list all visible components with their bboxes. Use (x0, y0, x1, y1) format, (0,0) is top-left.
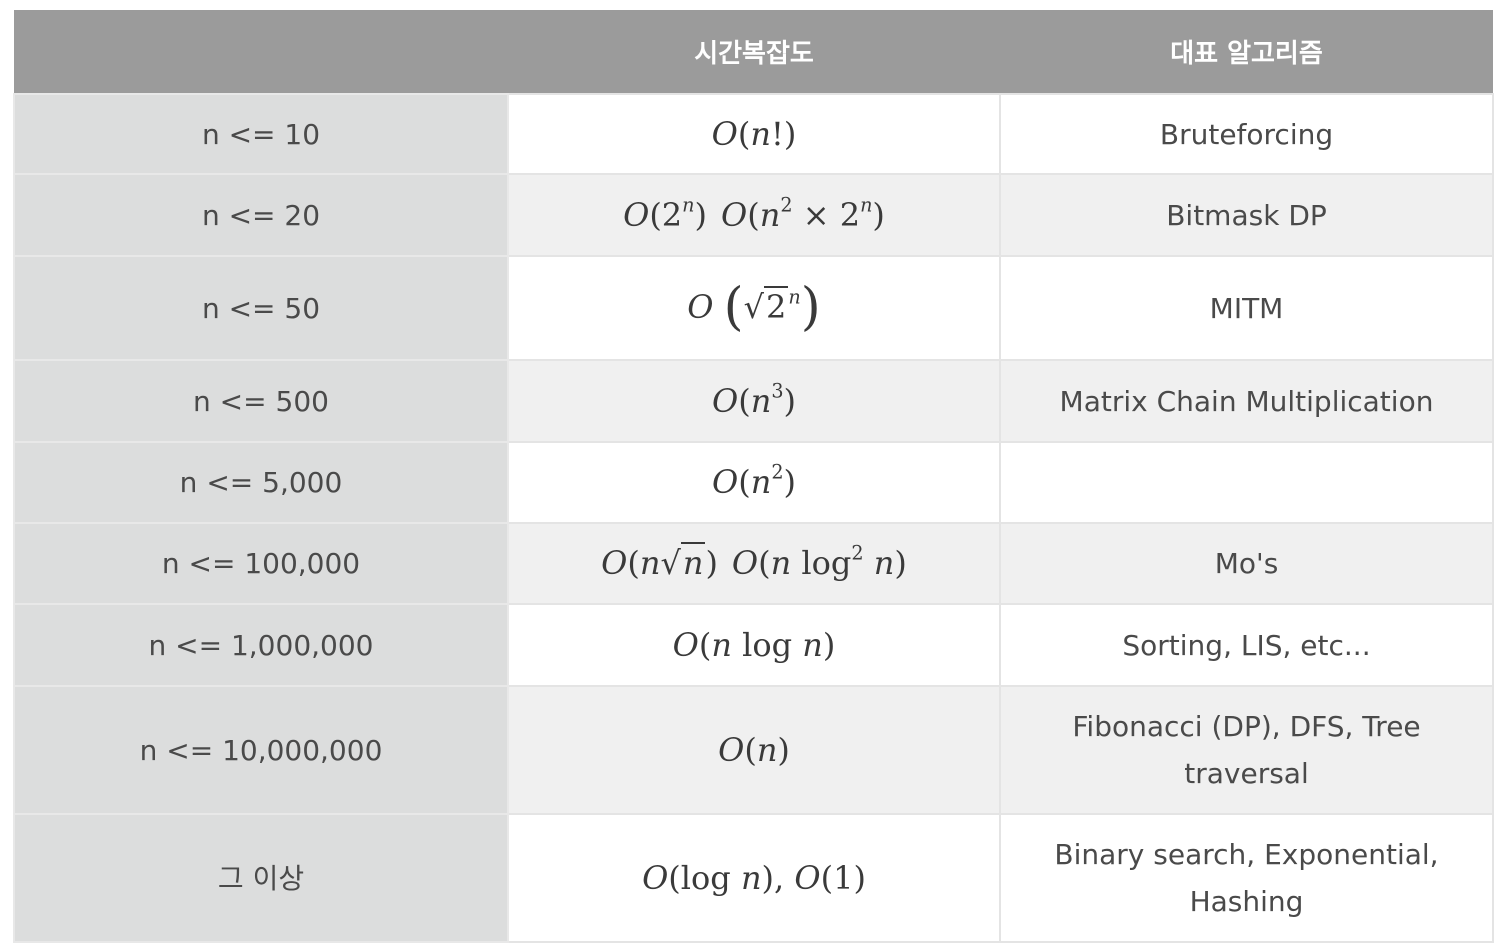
header-row: 시간복잡도 대표 알고리즘 (14, 10, 1493, 94)
formula-cubic: O(n3) (711, 379, 797, 420)
formula-sqrt-exponential: O (√2 n) (687, 277, 821, 338)
table-row: n <= 10,000,000 O(n) Fibonacci (DP), DFS… (13, 685, 1494, 815)
table-row: n <= 50 O (√2 n) MITM (13, 255, 1494, 361)
table-row: n <= 10 O(n!) Bruteforcing (13, 93, 1494, 175)
table-row: n <= 5,000 O(n2) (13, 441, 1494, 524)
complexity-cell: O(log n), O(1) (507, 813, 1001, 943)
size-cell: n <= 50 (13, 255, 509, 361)
complexity-table: 시간복잡도 대표 알고리즘 n <= 10 O(n!) Bruteforcing… (13, 10, 1494, 943)
complexity-cell: O(n√n) O(n log2 n) (507, 522, 1001, 605)
formula-quadratic: O(n2) (711, 460, 797, 501)
table-row: n <= 500 O(n3) Matrix Chain Multiplicati… (13, 359, 1494, 443)
size-cell: n <= 10,000,000 (13, 685, 509, 815)
formula-linear: O(n) (718, 730, 790, 769)
size-cell: n <= 1,000,000 (13, 603, 509, 687)
algorithm-cell: Mo's (999, 522, 1494, 605)
algorithm-cell: Fibonacci (DP), DFS, Tree traversal (999, 685, 1494, 815)
header-complexity: 시간복잡도 (508, 10, 1000, 94)
size-cell: n <= 20 (13, 173, 509, 257)
algorithm-cell: Bitmask DP (999, 173, 1494, 257)
header-algorithm: 대표 알고리즘 (1000, 10, 1493, 94)
complexity-cell: O(n2) (507, 441, 1001, 524)
table-row: n <= 100,000 O(n√n) O(n log2 n) Mo's (13, 522, 1494, 605)
algorithm-cell (999, 441, 1494, 524)
complexity-cell: O(n3) (507, 359, 1001, 443)
table-row: n <= 20 O(2n) O(n2 × 2n) Bitmask DP (13, 173, 1494, 257)
formula-n-log-squared: O(n log2 n) (731, 541, 907, 582)
algorithm-cell: Matrix Chain Multiplication (999, 359, 1494, 443)
algorithm-cell: Binary search, Exponential, Hashing (999, 813, 1494, 943)
algorithm-cell: MITM (999, 255, 1494, 361)
formula-bitmask: O(n2 × 2n) (721, 193, 885, 234)
complexity-cell: O(2n) O(n2 × 2n) (507, 173, 1001, 257)
size-cell: n <= 5,000 (13, 441, 509, 524)
table-row: 그 이상 O(log n), O(1) Binary search, Expon… (13, 813, 1494, 943)
complexity-cell: O(n) (507, 685, 1001, 815)
formula-log-and-constant: O(log n), O(1) (642, 858, 866, 897)
formula-factorial: O(n!) (711, 114, 797, 153)
header-size (14, 10, 508, 94)
complexity-cell: O(n log n) (507, 603, 1001, 687)
size-cell: n <= 500 (13, 359, 509, 443)
algorithm-cell: Bruteforcing (999, 93, 1494, 175)
formula-n-log-n: O(n log n) (672, 625, 836, 664)
size-cell: n <= 100,000 (13, 522, 509, 605)
size-cell: 그 이상 (13, 813, 509, 943)
formula-exponential: O(2n) (623, 193, 707, 234)
complexity-cell: O(n!) (507, 93, 1001, 175)
size-cell: n <= 10 (13, 93, 509, 175)
complexity-cell: O (√2 n) (507, 255, 1001, 361)
algorithm-cell: Sorting, LIS, etc... (999, 603, 1494, 687)
table-row: n <= 1,000,000 O(n log n) Sorting, LIS, … (13, 603, 1494, 687)
formula-n-sqrt-n: O(n√n) (601, 542, 718, 582)
